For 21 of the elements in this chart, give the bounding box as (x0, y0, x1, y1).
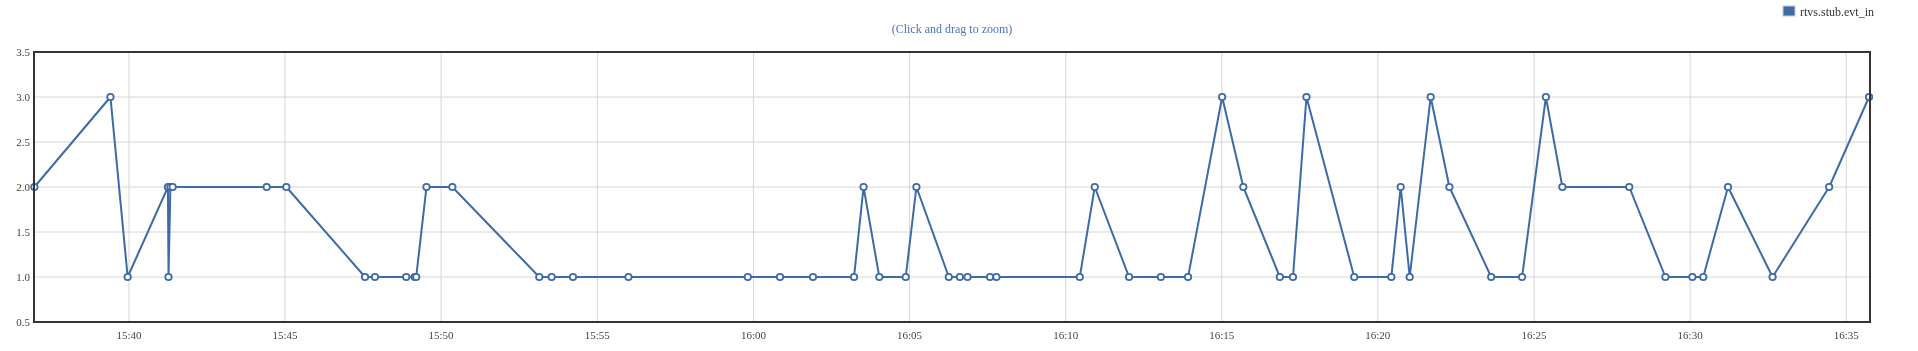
x-tick-label: 15:55 (584, 329, 611, 341)
x-tick-label: 16:20 (1365, 329, 1391, 341)
y-tick-label: 2.0 (16, 181, 31, 193)
x-tick-label: 16:15 (1209, 329, 1235, 341)
x-tick-label: 16:25 (1521, 329, 1548, 341)
chart-subtitle: (Click and drag to zoom) (891, 22, 1013, 36)
x-tick-label: 16:30 (1677, 329, 1704, 341)
y-tick-label: 0.5 (16, 316, 31, 328)
legend-label: rtvs.stub.evt_in (1800, 5, 1874, 19)
y-tick-label: 2.5 (16, 136, 31, 148)
x-tick-label: 16:35 (1833, 329, 1860, 341)
x-tick-label: 16:10 (1053, 329, 1079, 341)
y-tick-label: 1.0 (16, 271, 31, 283)
x-tick-label: 16:00 (740, 329, 767, 341)
y-tick-label: 1.5 (16, 226, 31, 238)
x-tick-label: 15:40 (116, 329, 143, 341)
y-tick-label: 3.5 (16, 46, 31, 58)
x-tick-label: 15:50 (428, 329, 455, 341)
x-tick-label: 15:45 (272, 329, 299, 341)
x-tick-label: 16:05 (896, 329, 923, 341)
y-tick-label: 3.0 (16, 91, 31, 103)
